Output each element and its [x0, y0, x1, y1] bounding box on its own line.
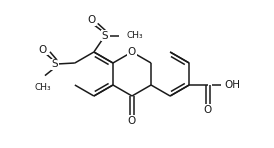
Text: OH: OH	[224, 80, 240, 90]
Text: O: O	[128, 47, 136, 57]
Text: CH₃: CH₃	[127, 31, 143, 40]
Text: O: O	[39, 45, 47, 55]
Text: O: O	[204, 105, 212, 115]
Text: O: O	[128, 116, 136, 126]
Text: O: O	[88, 15, 96, 25]
Text: S: S	[102, 31, 108, 41]
Text: CH₃: CH₃	[35, 83, 51, 92]
Text: S: S	[52, 59, 58, 69]
